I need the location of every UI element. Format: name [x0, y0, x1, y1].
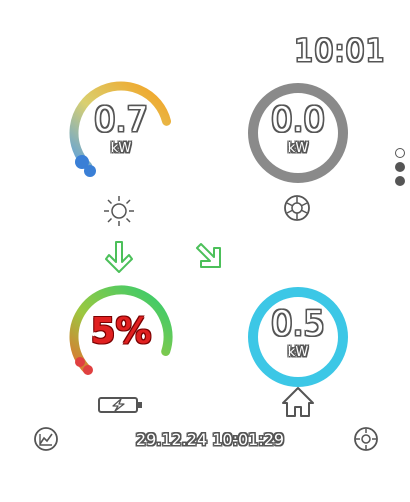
home-gauge[interactable]: 0.5 kW	[243, 282, 353, 392]
solar-unit: kW	[110, 141, 132, 156]
grid-gauge[interactable]: 0.0 kW	[243, 78, 353, 188]
grid-unit: kW	[287, 141, 309, 156]
page-dot[interactable]	[395, 148, 405, 158]
solar-arc	[69, 81, 172, 171]
page-dot[interactable]	[395, 176, 405, 186]
flow-arrow-down-icon	[105, 241, 133, 273]
settings-icon[interactable]	[353, 426, 379, 452]
battery-arc	[69, 285, 173, 375]
battery-charging-icon	[98, 397, 142, 413]
home-unit: kW	[287, 345, 309, 360]
chart-icon[interactable]	[33, 426, 59, 452]
home-value: 0.5	[270, 304, 326, 344]
grid-ring	[248, 83, 348, 183]
grid-value: 0.0	[270, 100, 326, 140]
power-grid-icon	[284, 195, 310, 221]
solar-value: 0.7	[93, 100, 149, 140]
flow-arrow-diagonal-icon	[196, 243, 221, 268]
home-icon	[282, 387, 314, 417]
clock: 10:01	[294, 34, 386, 69]
battery-value: 5%	[90, 311, 152, 352]
page-dot[interactable]	[395, 162, 405, 172]
page-indicator[interactable]	[393, 148, 407, 194]
battery-gauge[interactable]: 5%	[66, 282, 176, 392]
sun-icon	[104, 196, 134, 226]
home-ring	[248, 287, 348, 387]
solar-gauge[interactable]: 0.7 kW	[66, 78, 176, 188]
datetime-footer: 29.12.24 10:01:29	[135, 430, 285, 449]
